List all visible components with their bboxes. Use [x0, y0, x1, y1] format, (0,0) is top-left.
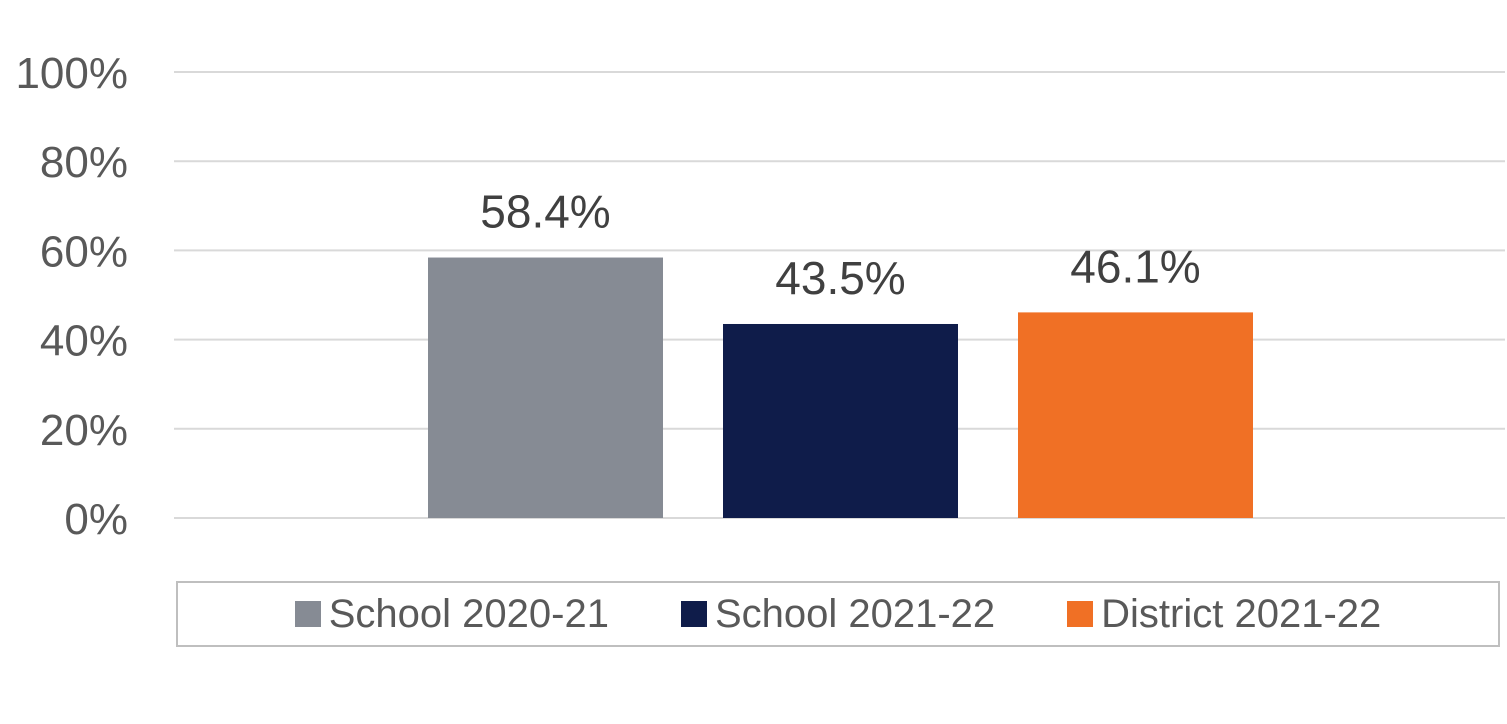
y-tick-label: 20%: [40, 406, 128, 455]
bars: [428, 257, 1253, 518]
y-axis-ticks: 0% 20% 40% 60% 80% 100%: [15, 49, 128, 544]
legend-swatch: [1067, 601, 1094, 627]
legend-swatch: [294, 601, 321, 627]
data-labels: 58.4% 43.5% 46.1%: [480, 186, 1200, 304]
legend-item-district-2021-22: District 2021-22: [1067, 592, 1381, 637]
bar: [723, 323, 958, 518]
legend-label: School 2020-21: [328, 591, 609, 636]
y-tick-label: 0%: [64, 495, 128, 544]
legend: School 2020-21 School 2021-22 District 2…: [176, 581, 1500, 647]
y-tick-label: 60%: [40, 227, 128, 276]
y-tick-label: 40%: [40, 317, 128, 366]
y-tick-label: 100%: [15, 49, 128, 98]
bar: [1018, 312, 1253, 518]
legend-label: School 2021-22: [714, 591, 996, 636]
data-label: 58.4%: [480, 186, 610, 238]
data-label: 46.1%: [1070, 240, 1200, 292]
legend-label: District 2021-22: [1101, 591, 1382, 636]
y-tick-label: 80%: [40, 138, 128, 187]
data-label: 43.5%: [775, 252, 905, 304]
bar: [428, 257, 663, 518]
legend-item-school-2021-22: School 2021-22: [680, 591, 996, 637]
legend-swatch: [680, 601, 707, 627]
legend-item-school-2020-21: School 2020-21: [294, 591, 609, 637]
